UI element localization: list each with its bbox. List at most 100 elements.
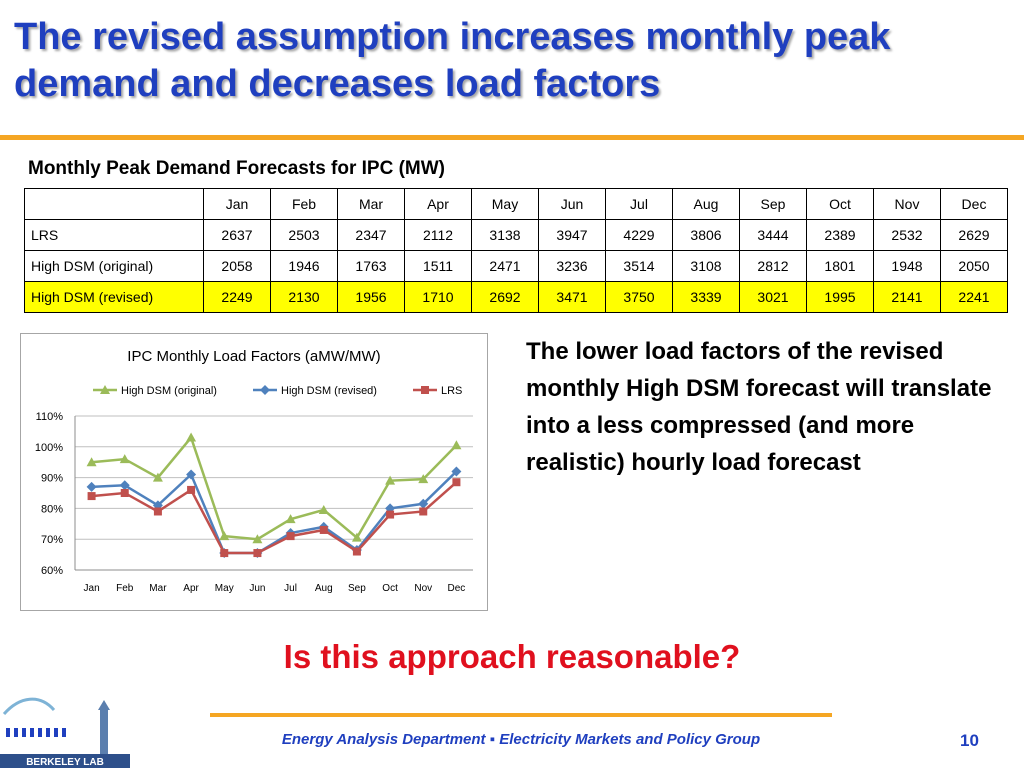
data-point xyxy=(253,549,262,558)
x-tick-label: Apr xyxy=(183,583,199,594)
page-number: 10 xyxy=(960,731,979,750)
series-line xyxy=(91,481,458,555)
row-label: LRS xyxy=(24,219,204,251)
table-cell: 1946 xyxy=(270,250,338,282)
column-header: May xyxy=(471,188,539,220)
x-tick-label: Feb xyxy=(116,583,134,594)
table-cell: 1511 xyxy=(404,250,472,282)
data-point xyxy=(386,510,395,519)
table-cell: 2058 xyxy=(203,250,271,282)
x-tick-label: Aug xyxy=(315,583,333,594)
peak-demand-table: Jan Feb Mar Apr May Jun Jul Aug Sep Oct Nov Dec LRS… xyxy=(24,188,1008,313)
legend-label: LRS xyxy=(441,385,462,397)
data-point xyxy=(421,386,429,394)
series-line xyxy=(91,470,458,555)
table-cell: 1710 xyxy=(404,281,472,313)
y-tick-label: 60% xyxy=(41,565,63,577)
chart-title: IPC Monthly Load Factors (aMW/MW) xyxy=(127,348,380,365)
footer-divider xyxy=(210,713,832,717)
side-text: The lower load factors of the revised mo… xyxy=(526,338,992,476)
table-cell: 3514 xyxy=(605,250,673,282)
data-point xyxy=(152,472,163,482)
load-factor-chart: IPC Monthly Load Factors (aMW/MW) 60% 70% 8… xyxy=(35,348,473,594)
table-cell: 3339 xyxy=(672,281,740,313)
table-cell: 1956 xyxy=(337,281,405,313)
table-cell: 3021 xyxy=(739,281,807,313)
data-point xyxy=(319,525,328,534)
data-point xyxy=(87,492,96,501)
data-point xyxy=(352,547,361,556)
slide-title: The revised assumption increases monthly… xyxy=(14,16,891,105)
table-row: High DSM (original) 2058 1946 1763 1511 2471 3… xyxy=(24,250,1008,282)
data-point xyxy=(318,504,329,514)
column-header: Oct xyxy=(806,188,874,220)
table-cell: 3947 xyxy=(538,219,606,251)
data-point xyxy=(418,474,429,484)
y-tick-label: 100% xyxy=(35,442,63,454)
table-cell: 2532 xyxy=(873,219,941,251)
question-text: Is this approach reasonable? xyxy=(283,638,741,675)
data-point xyxy=(119,454,130,464)
series-line xyxy=(91,435,458,541)
x-tick-label: Jan xyxy=(84,583,100,594)
data-point xyxy=(452,478,461,487)
column-header: Sep xyxy=(739,188,807,220)
data-point xyxy=(187,485,196,494)
table-row: LRS 2637 2503 2347 2112 3138 3947 4229 3806 3444 2… xyxy=(24,219,1008,251)
x-tick-label: Oct xyxy=(382,583,398,594)
table-cell: 3806 xyxy=(672,219,740,251)
footer-text: Energy Analysis Department ▪ Electricity… xyxy=(281,731,761,748)
data-point xyxy=(385,503,396,514)
table-cell: 2629 xyxy=(940,219,1008,251)
table-cell: 1801 xyxy=(806,250,874,282)
table-cell: 2812 xyxy=(739,250,807,282)
x-tick-label: Sep xyxy=(348,583,366,594)
data-point xyxy=(100,385,110,394)
data-point xyxy=(186,469,197,480)
table-cell: 2112 xyxy=(404,219,472,251)
table-cell: 2249 xyxy=(203,281,271,313)
table-cell: 2637 xyxy=(203,219,271,251)
column-header: Apr xyxy=(404,188,472,220)
table-cell: 2471 xyxy=(471,250,539,282)
data-point xyxy=(86,481,97,492)
data-point xyxy=(186,432,197,442)
x-tick-label: Jun xyxy=(249,583,265,594)
legend-label: High DSM (revised) xyxy=(281,385,377,397)
column-header: Aug xyxy=(672,188,740,220)
data-point xyxy=(86,457,97,467)
table-cell: 2347 xyxy=(337,219,405,251)
table-cell: 1995 xyxy=(806,281,874,313)
column-header: Dec xyxy=(940,188,1008,220)
column-header: Jul xyxy=(605,188,673,220)
table-cell: 1763 xyxy=(337,250,405,282)
title-divider xyxy=(0,135,1024,140)
x-tick-label: Dec xyxy=(448,583,466,594)
berkeley-lab-logo: BERKELEY LAB xyxy=(0,697,130,768)
table-cell: 2503 xyxy=(270,219,338,251)
table-cell: 4229 xyxy=(605,219,673,251)
table-heading: Monthly Peak Demand Forecasts for IPC (M… xyxy=(28,158,446,179)
data-point xyxy=(220,549,229,558)
table-cell: 2241 xyxy=(940,281,1008,313)
data-point xyxy=(419,507,428,516)
data-point xyxy=(418,498,429,509)
data-point xyxy=(286,532,295,541)
row-label: High DSM (original) xyxy=(24,250,204,282)
data-point xyxy=(285,514,296,524)
column-header: Jan xyxy=(203,188,271,220)
row-label: High DSM (revised) xyxy=(24,281,204,313)
data-point xyxy=(451,466,462,477)
data-point xyxy=(451,440,462,450)
y-tick-label: 90% xyxy=(41,473,63,485)
table-cell: 2141 xyxy=(873,281,941,313)
table-corner-cell xyxy=(24,188,204,220)
y-tick-label: 110% xyxy=(36,411,64,423)
table-cell: 3236 xyxy=(538,250,606,282)
svg-text:BERKELEY LAB: BERKELEY LAB xyxy=(26,757,104,768)
table-cell: 2050 xyxy=(940,250,1008,282)
table-cell: 1948 xyxy=(873,250,941,282)
data-point xyxy=(351,532,362,542)
table-cell: 3750 xyxy=(605,281,673,313)
x-tick-label: May xyxy=(215,583,234,594)
